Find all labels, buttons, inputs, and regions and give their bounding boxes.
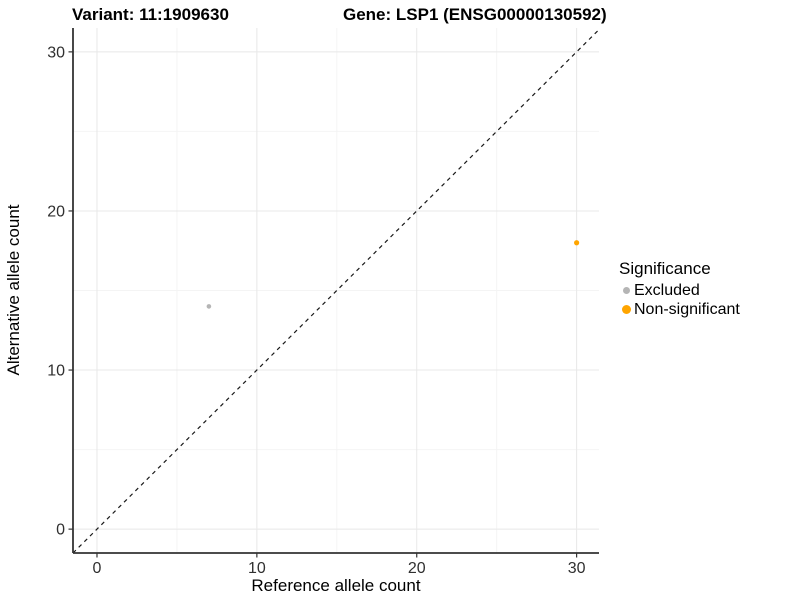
data-point-excluded (206, 304, 212, 309)
identity-line (72, 29, 600, 554)
x-tick-label: 10 (248, 560, 266, 577)
plot-title-variant: Variant: 11:1909630 (72, 5, 229, 24)
x-tick-label: 20 (408, 560, 426, 577)
legend-title: Significance (619, 259, 711, 278)
legend-label-excluded: Excluded (634, 281, 700, 299)
x-axis-title: Reference allele count (251, 576, 421, 595)
excluded-point-icon (622, 287, 630, 294)
y-tick-label: 20 (47, 203, 65, 220)
data-point-non-significant (574, 240, 580, 246)
x-tick-label: 30 (568, 560, 586, 577)
legend-item-excluded: Excluded (617, 281, 740, 300)
legend-label-non-significant: Non-significant (634, 300, 740, 318)
x-tick-label: 0 (93, 560, 102, 577)
y-axis-title: Alternative allele count (4, 204, 23, 376)
legend-keybox (619, 287, 633, 294)
legend-item-non-significant: Non-significant (617, 300, 740, 319)
y-tick-label: 30 (47, 44, 65, 61)
non-significant-point-icon (621, 305, 631, 314)
legend: Significance Excluded Non-significant (617, 259, 740, 319)
y-tick-label: 0 (56, 522, 65, 539)
plot-title-gene: Gene: LSP1 (ENSG00000130592) (343, 5, 607, 24)
legend-keybox (619, 305, 633, 314)
y-tick-label: 10 (47, 363, 65, 380)
